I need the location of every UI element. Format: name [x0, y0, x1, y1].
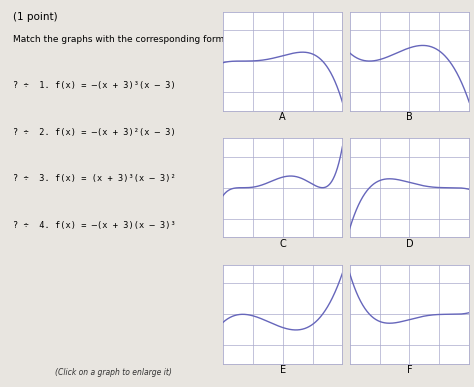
Text: ? ÷  3. f(x) = (x + 3)³(x – 3)²: ? ÷ 3. f(x) = (x + 3)³(x – 3)²	[13, 174, 176, 183]
Text: ? ÷  1. f(x) = –(x + 3)³(x – 3): ? ÷ 1. f(x) = –(x + 3)³(x – 3)	[13, 81, 176, 90]
X-axis label: E: E	[280, 365, 286, 375]
Text: Match the graphs with the corresponding formulas.: Match the graphs with the corresponding …	[13, 35, 246, 44]
Text: (Click on a graph to enlarge it): (Click on a graph to enlarge it)	[55, 368, 172, 377]
Text: (1 point): (1 point)	[13, 12, 58, 22]
X-axis label: A: A	[279, 112, 286, 122]
X-axis label: D: D	[406, 238, 413, 248]
X-axis label: C: C	[279, 238, 286, 248]
X-axis label: F: F	[407, 365, 412, 375]
X-axis label: B: B	[406, 112, 413, 122]
Text: ? ÷  4. f(x) = –(x + 3)(x – 3)³: ? ÷ 4. f(x) = –(x + 3)(x – 3)³	[13, 221, 176, 229]
Text: ? ÷  2. f(x) = –(x + 3)²(x – 3): ? ÷ 2. f(x) = –(x + 3)²(x – 3)	[13, 128, 176, 137]
